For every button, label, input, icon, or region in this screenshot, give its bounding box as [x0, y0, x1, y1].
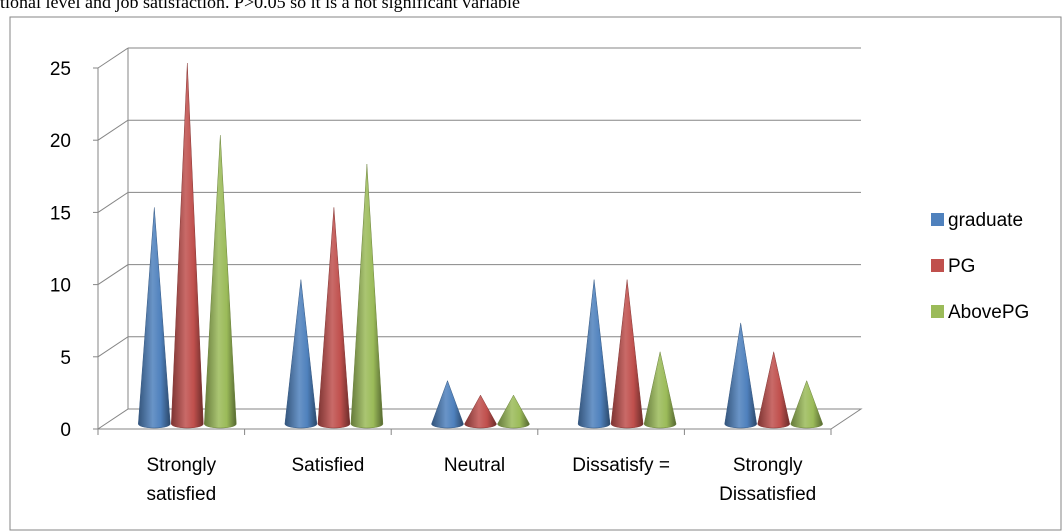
cone-marks [138, 62, 823, 429]
category-label: Strongly [733, 455, 803, 476]
cone-abovepg-4 [790, 379, 823, 429]
legend-label-abovepg: AbovePG [948, 302, 1029, 323]
cone-pg-1 [317, 207, 351, 429]
legend-label-graduate: graduate [948, 210, 1023, 231]
category-label: satisfied [146, 484, 216, 505]
cone-graduate-4 [724, 322, 757, 429]
category-labels: Strongly satisfied Satisfied Neutral Dissati… [146, 455, 816, 505]
legend-swatch-graduate [931, 213, 944, 226]
category-label: Dissatisfy = [572, 455, 670, 476]
legend: graduate PG AbovePG [931, 210, 1029, 323]
cone-graduate-0 [138, 207, 171, 429]
cone-abovepg-1 [350, 164, 384, 429]
y-tick-label: 10 [50, 276, 71, 297]
cone-abovepg-3 [643, 351, 677, 429]
category-label: Neutral [444, 455, 505, 476]
legend-swatch-abovepg [931, 305, 944, 318]
cone-abovepg-0 [204, 135, 237, 429]
category-label: Strongly [146, 455, 216, 476]
cone-pg-2 [464, 394, 497, 429]
floor [96, 408, 863, 430]
caption-text: tional level and job satisfaction. P>0.0… [0, 0, 521, 12]
chart-walls [96, 48, 863, 435]
legend-label-pg: PG [948, 256, 975, 277]
cone-graduate-3 [577, 279, 611, 429]
gridline-diag [97, 191, 129, 213]
chart-frame [9, 16, 1062, 531]
cone-abovepg-2 [497, 394, 530, 429]
legend-swatch-pg [931, 259, 944, 272]
y-tick-label: 20 [50, 131, 71, 152]
category-label: Dissatisfied [719, 484, 816, 505]
cone-pg-3 [610, 279, 644, 429]
cone-graduate-2 [431, 379, 464, 429]
y-tick-label: 15 [50, 203, 71, 224]
gridline-diag [97, 119, 129, 141]
cone-graduate-1 [284, 279, 318, 429]
gridline-diag [97, 264, 129, 286]
y-axis-ticks: 0 5 10 15 20 25 [50, 59, 98, 441]
cone-pg-0 [171, 62, 204, 429]
y-tick-label: 0 [60, 420, 71, 441]
gridline-diag [97, 47, 129, 69]
gridline-diag [97, 336, 129, 358]
cone-pg-4 [757, 351, 790, 429]
category-label: Satisfied [291, 455, 364, 476]
y-tick-label: 5 [60, 348, 71, 369]
y-tick-label: 25 [50, 59, 71, 80]
